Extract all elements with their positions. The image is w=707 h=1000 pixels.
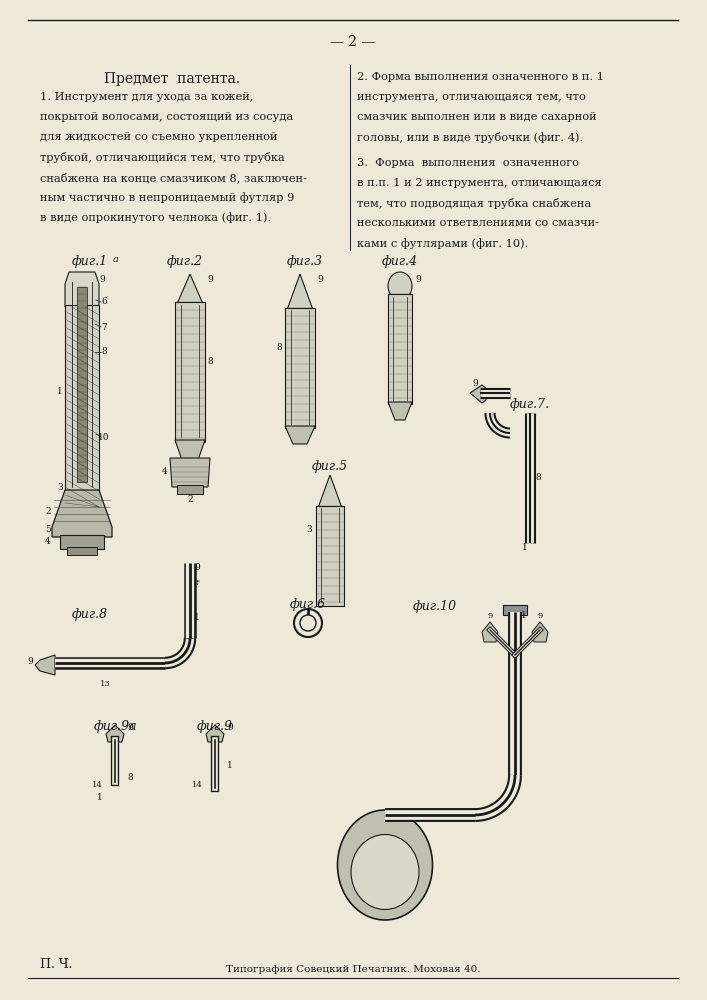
- Text: в п.п. 1 и 2 инструмента, отличающаяся: в п.п. 1 и 2 инструмента, отличающаяся: [357, 178, 602, 188]
- Text: фиг.4: фиг.4: [382, 255, 418, 268]
- Text: фиг.9а: фиг.9а: [93, 720, 137, 733]
- Text: — 2 —: — 2 —: [330, 35, 375, 49]
- Text: фиг.3: фиг.3: [287, 255, 323, 268]
- Text: 1: 1: [227, 760, 233, 770]
- Text: 3: 3: [57, 483, 63, 491]
- Text: 1. Инструмент для ухода за кожей,: 1. Инструмент для ухода за кожей,: [40, 92, 253, 102]
- Text: 6: 6: [101, 298, 107, 306]
- Text: покрытой волосами, состоящий из сосуда: покрытой волосами, состоящий из сосуда: [40, 112, 293, 122]
- Text: а: а: [113, 255, 119, 264]
- Text: ным частично в непроницаемый футляр 9: ным частично в непроницаемый футляр 9: [40, 192, 294, 203]
- Ellipse shape: [388, 272, 412, 300]
- Text: 9: 9: [194, 564, 200, 572]
- Text: 9: 9: [317, 275, 323, 284]
- Text: 9: 9: [28, 656, 33, 666]
- Text: 13: 13: [100, 680, 110, 688]
- Text: 9: 9: [472, 379, 478, 388]
- Text: Предмет  патента.: Предмет патента.: [104, 72, 240, 86]
- Text: 1: 1: [57, 387, 63, 396]
- Text: фиг.8: фиг.8: [72, 608, 108, 621]
- Text: 1: 1: [98, 794, 103, 802]
- Text: фиг.5: фиг.5: [312, 460, 348, 473]
- Polygon shape: [177, 274, 203, 304]
- Text: фиг.7.: фиг.7.: [510, 398, 550, 411]
- Text: несколькими ответвлениями со смазчи-: несколькими ответвлениями со смазчи-: [357, 218, 599, 228]
- Polygon shape: [285, 426, 315, 444]
- Text: снабжена на конце смазчиком 8, заключен-: снабжена на конце смазчиком 8, заключен-: [40, 172, 307, 183]
- Bar: [316, 506, 344, 606]
- Polygon shape: [482, 622, 498, 642]
- Text: 8': 8': [194, 579, 201, 587]
- Polygon shape: [170, 458, 210, 487]
- Bar: [177, 485, 203, 494]
- Text: 9: 9: [537, 612, 543, 620]
- Text: 8: 8: [535, 474, 541, 483]
- Bar: [388, 294, 412, 404]
- Text: П. Ч.: П. Ч.: [40, 958, 72, 971]
- Text: 8: 8: [207, 358, 213, 366]
- Polygon shape: [52, 490, 112, 537]
- Text: фиг.6: фиг.6: [290, 598, 326, 611]
- Polygon shape: [318, 475, 342, 508]
- Bar: [503, 605, 527, 615]
- Bar: [285, 308, 315, 428]
- Text: 2: 2: [187, 495, 193, 504]
- Text: 2: 2: [45, 508, 51, 516]
- Text: фиг.10: фиг.10: [413, 600, 457, 613]
- Text: 3.  Форма  выполнения  означенного: 3. Форма выполнения означенного: [357, 158, 579, 168]
- Text: 9: 9: [99, 275, 105, 284]
- Text: 4: 4: [45, 538, 51, 546]
- Bar: [77, 287, 87, 482]
- Text: 9: 9: [127, 724, 133, 732]
- Text: 1: 1: [194, 613, 200, 622]
- Text: фиг.2: фиг.2: [167, 255, 203, 268]
- Text: 1: 1: [522, 544, 528, 552]
- Text: фиг.1: фиг.1: [72, 255, 108, 268]
- Text: 4: 4: [162, 468, 168, 477]
- Text: смазчик выполнен или в виде сахарной: смазчик выполнен или в виде сахарной: [357, 112, 597, 122]
- Polygon shape: [35, 655, 55, 675]
- Polygon shape: [287, 274, 313, 310]
- Polygon shape: [388, 402, 412, 420]
- Bar: [175, 302, 205, 442]
- Text: 7: 7: [101, 322, 107, 332]
- Polygon shape: [470, 385, 486, 403]
- Text: 5: 5: [45, 526, 51, 534]
- Text: фиг.9: фиг.9: [197, 720, 233, 733]
- Text: 14: 14: [92, 781, 103, 789]
- Polygon shape: [532, 622, 548, 642]
- Text: 9: 9: [207, 275, 213, 284]
- Text: 14: 14: [192, 781, 203, 789]
- Ellipse shape: [337, 810, 433, 920]
- Text: ками с футлярами (фиг. 10).: ками с футлярами (фиг. 10).: [357, 238, 528, 249]
- Polygon shape: [206, 725, 224, 742]
- Text: головы, или в виде трубочки (фиг. 4).: головы, или в виде трубочки (фиг. 4).: [357, 132, 583, 143]
- Polygon shape: [175, 440, 205, 460]
- Text: 9: 9: [227, 724, 233, 732]
- Text: 2. Форма выполнения означенного в п. 1: 2. Форма выполнения означенного в п. 1: [357, 72, 604, 82]
- Ellipse shape: [351, 834, 419, 910]
- Polygon shape: [65, 305, 99, 492]
- Polygon shape: [65, 272, 99, 307]
- Bar: [67, 547, 97, 555]
- Text: тем, что подводящая трубка снабжена: тем, что подводящая трубка снабжена: [357, 198, 591, 209]
- Text: инструмента, отличающаяся тем, что: инструмента, отличающаяся тем, что: [357, 92, 586, 102]
- Text: трубкой, отличающийся тем, что трубка: трубкой, отличающийся тем, что трубка: [40, 152, 285, 163]
- Text: 8: 8: [127, 774, 133, 782]
- Text: 3: 3: [306, 526, 312, 534]
- Text: в виде опрокинутого челнока (фиг. 1).: в виде опрокинутого челнока (фиг. 1).: [40, 212, 271, 223]
- Text: 8: 8: [276, 342, 282, 352]
- Text: для жидкостей со съемно укрепленной: для жидкостей со съемно укрепленной: [40, 132, 278, 142]
- Text: 10: 10: [98, 432, 110, 442]
- Bar: [60, 535, 104, 549]
- Text: 9: 9: [415, 275, 421, 284]
- Polygon shape: [106, 725, 124, 742]
- Text: 1: 1: [521, 610, 527, 619]
- Text: 8: 8: [101, 348, 107, 357]
- Text: 9: 9: [487, 612, 493, 620]
- Text: Типография Совецкий Печатник. Моховая 40.: Типография Совецкий Печатник. Моховая 40…: [226, 965, 480, 974]
